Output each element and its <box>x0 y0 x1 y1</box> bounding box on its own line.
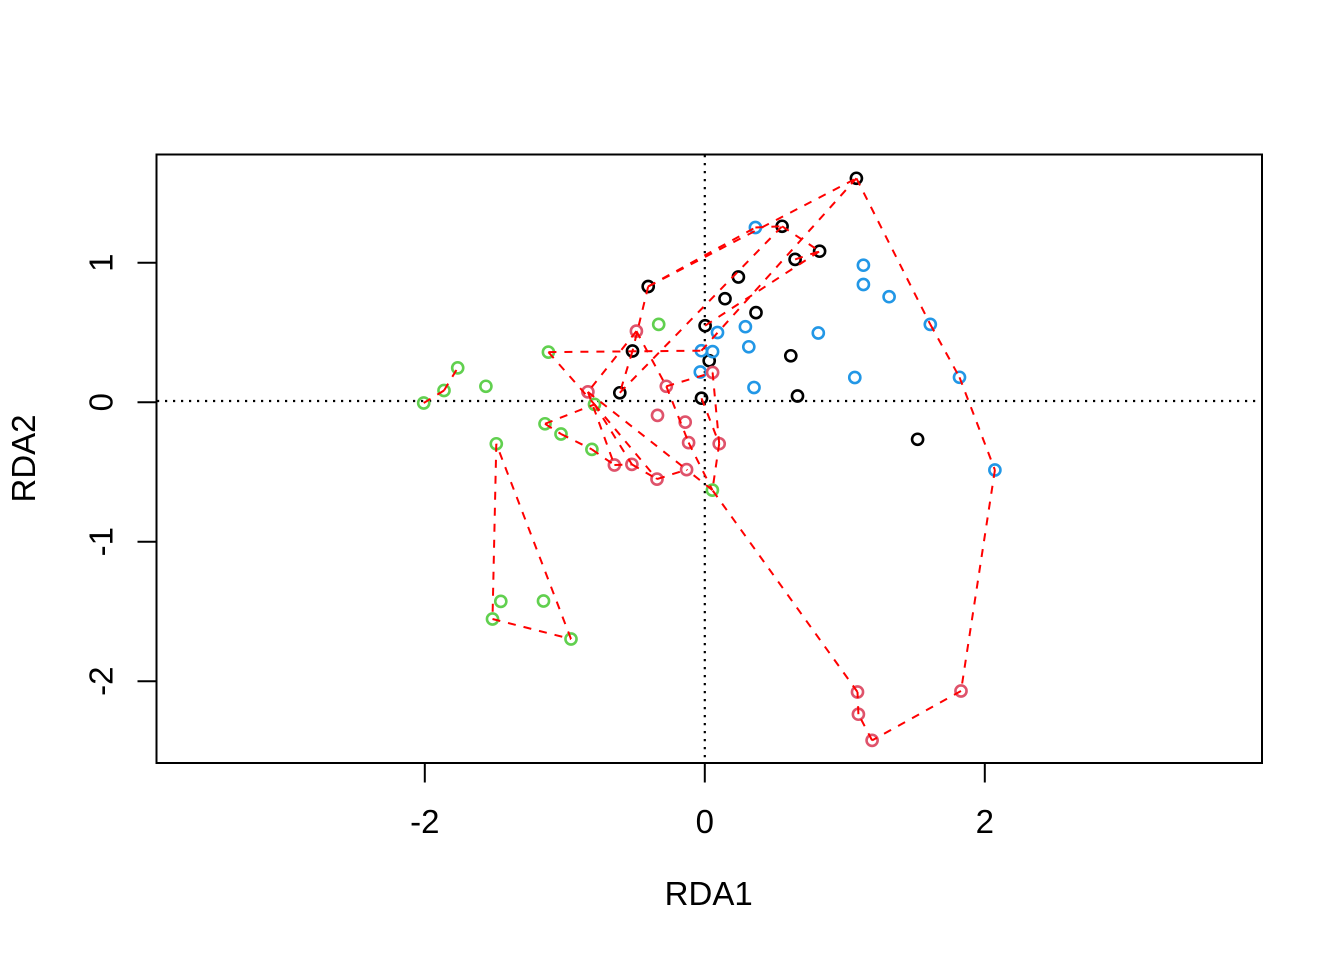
svg-text:RDA1: RDA1 <box>665 875 753 912</box>
svg-text:RDA2: RDA2 <box>5 414 42 502</box>
svg-text:-2: -2 <box>83 667 120 696</box>
svg-text:2: 2 <box>976 803 994 840</box>
svg-text:-2: -2 <box>410 803 439 840</box>
svg-text:0: 0 <box>696 803 714 840</box>
svg-text:1: 1 <box>83 254 120 272</box>
svg-text:-1: -1 <box>83 527 120 556</box>
svg-text:0: 0 <box>83 393 120 411</box>
